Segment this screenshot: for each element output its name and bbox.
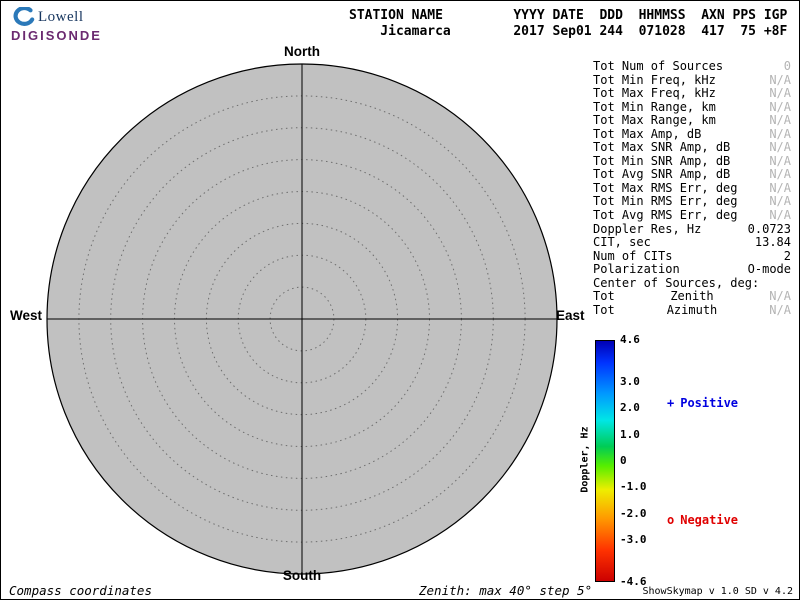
colorbar-tick-label: 1.0 [620, 427, 640, 441]
header-column-labels: STATION NAME YYYY DATE DDD HHMMSS AXN PP… [349, 8, 788, 23]
stats-panel: Tot Num of Sources 0 Tot Min Freq, kHz N/A T… [593, 59, 791, 318]
colorbar-gradient [595, 340, 615, 582]
legend-positive: + Positive [667, 396, 738, 410]
stat-value: N/A [769, 113, 791, 128]
colorbar-tick-label: -1.0 [620, 480, 647, 494]
stat-row: Tot Num of Sources 0 [593, 59, 791, 74]
compass-north-label: North [284, 44, 320, 59]
stat-label: Tot Max SNR Amp, dB [593, 140, 731, 155]
stat-row: Num of CITs 2 [593, 248, 791, 264]
stat-label: Tot Num of Sources [593, 59, 724, 73]
stat-label: Center of Sources, deg: [593, 275, 760, 290]
stat-row: Tot Avg SNR Amp, dB N/A [593, 168, 791, 182]
stat-row: Tot Min RMS Err, deg N/A [593, 195, 791, 209]
stat-row: Tot Max RMS Err, deg N/A [593, 180, 791, 196]
stat-row: Tot Avg RMS Err, deg N/A [593, 208, 791, 223]
stat-value: N/A [769, 167, 791, 182]
stat-label: Tot Max RMS Err, deg [593, 180, 738, 195]
positive-marker-icon: + [667, 396, 675, 410]
stat-value: 0 [783, 59, 791, 73]
stat-value: N/A [769, 208, 791, 223]
positive-label: Positive [680, 396, 739, 410]
stat-label: Doppler Res, Hz [593, 221, 702, 236]
stat-row: Tot Max SNR Amp, dB N/A [593, 141, 791, 155]
stat-label: Tot Avg RMS Err, deg [593, 208, 738, 223]
stat-value: N/A [769, 289, 791, 304]
colorbar-tick-label: -4.6 [620, 575, 647, 588]
stat-label: Tot Max Range, km [593, 113, 716, 128]
colorbar-tick-label: 0 [620, 454, 627, 467]
compass-south-label: South [282, 568, 322, 583]
stat-label: Tot Max Amp, dB [593, 126, 702, 141]
colorbar-tick-label: -2.0 [620, 506, 647, 520]
stat-label: Tot Min RMS Err, deg [593, 194, 738, 209]
stat-row: Doppler Res, Hz 0.0723 [593, 221, 791, 237]
colorbar-tick-label: 3.0 [620, 375, 640, 389]
negative-marker-icon: o [667, 513, 675, 527]
negative-label: Negative [680, 513, 739, 527]
lowell-swoosh-icon [13, 7, 35, 26]
stat-row: Tot Azimuth N/A [593, 302, 791, 318]
stat-value: N/A [769, 140, 791, 155]
stat-row: CIT, sec 13.84 [593, 236, 791, 250]
stat-value: O-mode [747, 262, 791, 277]
digisonde-logo: Lowell DIGISONDE [11, 7, 102, 43]
legend-negative: o Negative [667, 513, 738, 527]
logo-lowell-text: Lowell [38, 8, 84, 25]
stat-row: Tot Max Freq, kHz N/A [593, 87, 791, 101]
stat-row: Tot Zenith N/A [593, 290, 791, 304]
footer-zenith-label: Zenith: max 40° step 5° [419, 583, 593, 598]
stat-value: N/A [769, 99, 791, 114]
station-header: STATION NAME YYYY DATE DDD HHMMSS AXN PP… [349, 8, 787, 40]
colorbar-tick-label: -3.0 [620, 532, 647, 546]
stat-label: Tot Max Freq, kHz [593, 86, 716, 101]
colorbar-title: Doppler, Hz [579, 426, 591, 493]
stat-label: Tot [593, 302, 615, 317]
stat-row: Tot Max Range, km N/A [593, 114, 791, 128]
stat-row: Tot Min Freq, kHz N/A [593, 72, 791, 88]
stat-label: Num of CITs [593, 248, 673, 263]
stat-row: Center of Sources, deg: [593, 275, 791, 291]
stat-row: Polarization O-mode [593, 263, 791, 277]
footer-coordinates-label: Compass coordinates [9, 583, 152, 598]
logo-digisonde-text: DIGISONDE [11, 28, 102, 43]
stat-label: Tot [593, 289, 615, 304]
footer-version-label: ShowSkymap v 1.0 SD v 4.2 [642, 586, 793, 597]
stat-label: Tot Avg SNR Amp, dB [593, 167, 731, 182]
stat-sublabel: Zenith [670, 289, 714, 304]
stat-value: 13.84 [754, 235, 791, 250]
stat-value: N/A [769, 153, 791, 168]
stat-value: N/A [769, 72, 791, 87]
stat-row: Tot Min SNR Amp, dB N/A [593, 153, 791, 169]
stat-value: 0.0723 [747, 221, 791, 236]
header-station-values: Jicamarca 2017 Sep01 244 071028 417 75 +… [349, 24, 788, 39]
stat-label: Tot Min Range, km [593, 99, 716, 114]
colorbar-tick-label: 2.0 [620, 401, 640, 415]
stat-label: Tot Min Freq, kHz [593, 72, 716, 87]
stat-sublabel: Azimuth [666, 302, 718, 317]
stat-value: N/A [769, 86, 791, 101]
stat-value: N/A [769, 302, 791, 317]
logo-top-row: Lowell [11, 7, 102, 27]
compass-west-label: West [10, 308, 43, 323]
stat-value: 2 [783, 248, 791, 263]
skymap-plot [46, 63, 558, 575]
stat-label: Polarization [593, 262, 680, 277]
stat-value: N/A [769, 126, 791, 141]
stat-value: N/A [769, 194, 791, 209]
stat-row: Tot Max Amp, dB N/A [593, 126, 791, 142]
compass-east-label: East [556, 308, 585, 323]
stat-label: Tot Min SNR Amp, dB [593, 153, 731, 168]
stat-label: CIT, sec [593, 235, 651, 250]
stat-row: Tot Min Range, km N/A [593, 99, 791, 115]
doppler-colorbar: Doppler, Hz 4.6 3.0 2.0 1.0 0 -1.0 -2.0 -3.0 -4.… [561, 334, 799, 588]
colorbar-tick-labels: 4.6 3.0 2.0 1.0 0 -1.0 -2.0 -3.0 -4.6 [620, 334, 664, 588]
stat-value: N/A [769, 180, 791, 195]
colorbar-tick-label: 4.6 [620, 333, 640, 346]
